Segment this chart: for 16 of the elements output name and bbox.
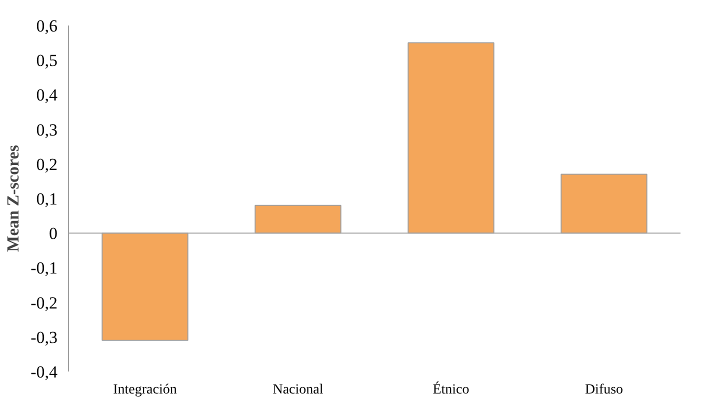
y-tick-label: 0,5 [36, 51, 58, 70]
x-tick-label: Nacional [272, 382, 324, 398]
y-axis-title: Mean Z-scores [4, 144, 23, 252]
y-tick-label: 0,2 [36, 154, 58, 174]
y-tick-label: 0,4 [36, 86, 58, 105]
y-tick-label: -0,4 [30, 362, 58, 382]
x-tick-label: Integración [113, 382, 177, 398]
y-tick-label: -0,2 [30, 293, 58, 312]
y-tick-label: 0,3 [36, 120, 58, 140]
x-tick-label: Étnico [432, 380, 470, 398]
y-tick-label: -0,3 [30, 328, 58, 347]
x-tick-label: Difuso [584, 382, 624, 398]
y-tick-label: 0 [49, 224, 58, 244]
y-tick-label: 0,1 [36, 190, 58, 208]
y-tick-label: -0,1 [30, 258, 58, 278]
y-tick-label: 0,6 [36, 16, 58, 36]
